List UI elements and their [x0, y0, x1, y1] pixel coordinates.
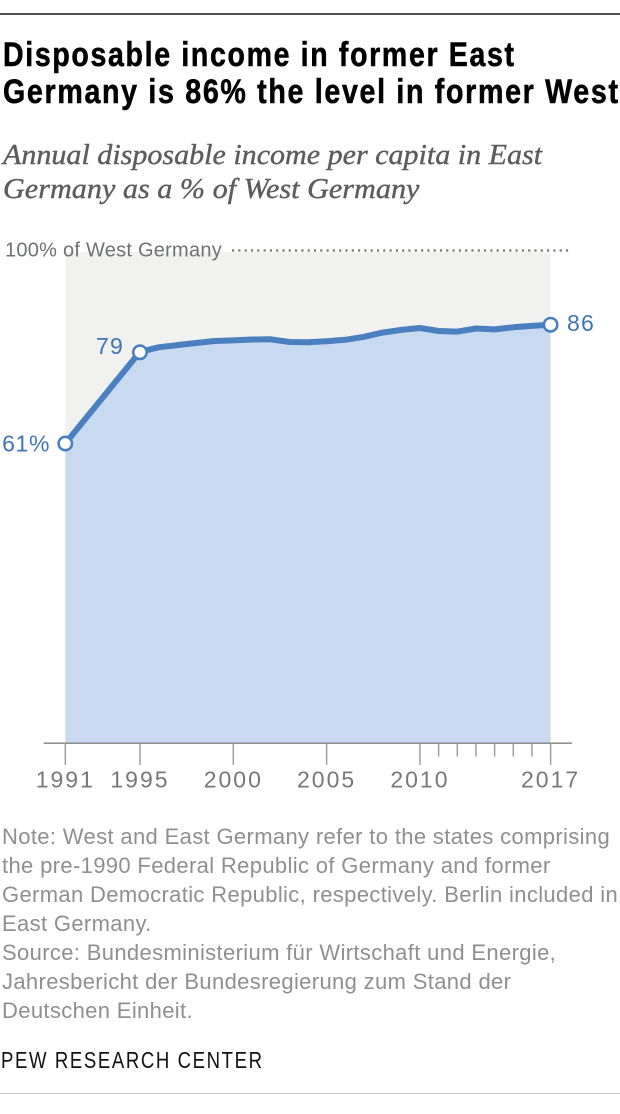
svg-text:2010: 2010 — [390, 767, 449, 793]
svg-text:1991: 1991 — [36, 767, 95, 793]
svg-text:2005: 2005 — [297, 767, 356, 793]
svg-text:2000: 2000 — [204, 767, 263, 793]
svg-text:1995: 1995 — [110, 767, 169, 793]
svg-text:79: 79 — [96, 333, 124, 359]
svg-text:2017: 2017 — [521, 767, 580, 793]
svg-text:61%: 61% — [2, 431, 50, 457]
svg-text:86: 86 — [567, 310, 595, 336]
svg-text:100% of West Germany: 100% of West Germany — [5, 240, 222, 262]
